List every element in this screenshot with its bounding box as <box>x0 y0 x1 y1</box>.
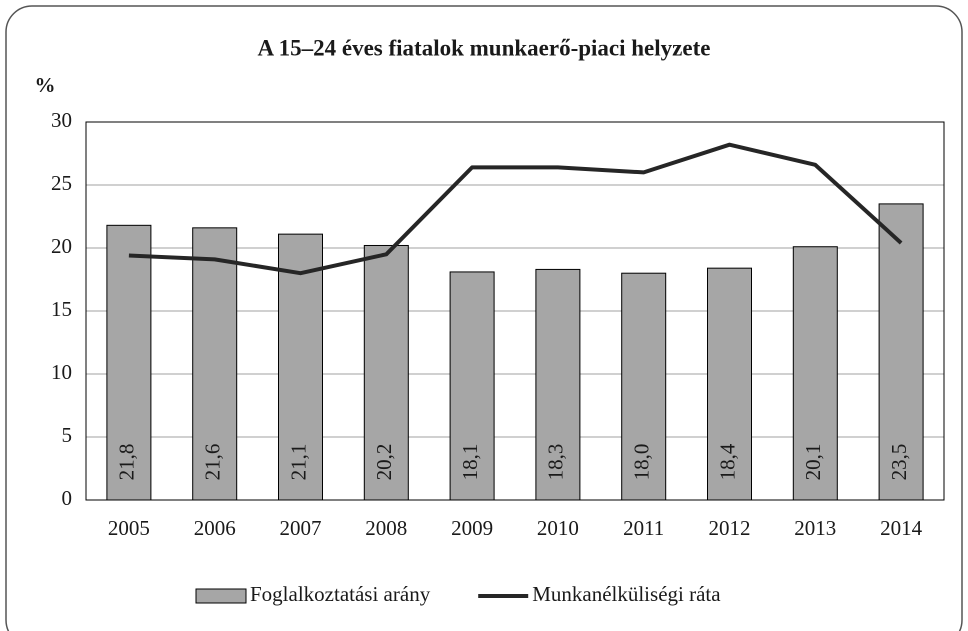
x-tick-label: 2009 <box>451 516 493 540</box>
legend-swatch <box>195 588 247 604</box>
x-tick-label: 2010 <box>537 516 579 540</box>
data-label: 18,0 <box>630 444 654 481</box>
bar <box>621 272 667 501</box>
x-tick-label: 2005 <box>108 516 150 540</box>
legend-label: Foglalkoztatási arány <box>250 582 431 606</box>
y-tick-label: 30 <box>51 108 72 132</box>
y-axis-label: % <box>35 73 56 97</box>
bar <box>535 268 581 501</box>
y-tick-label: 5 <box>62 423 73 447</box>
x-tick-label: 2011 <box>623 516 664 540</box>
y-tick-label: 10 <box>51 360 72 384</box>
x-tick-label: 2006 <box>194 516 236 540</box>
plot-border <box>85 121 945 501</box>
y-tick-label: 0 <box>62 486 73 510</box>
bar <box>449 271 495 501</box>
data-label: 20,2 <box>372 444 396 481</box>
data-label: 21,6 <box>201 444 225 481</box>
data-label: 18,4 <box>715 443 739 480</box>
chart-title: A 15–24 éves fiatalok munkaerő-piaci hel… <box>258 35 711 60</box>
data-label: 21,1 <box>286 444 310 481</box>
x-tick-label: 2007 <box>280 516 322 540</box>
data-label: 18,1 <box>458 444 482 481</box>
bar <box>363 244 409 501</box>
x-tick-label: 2014 <box>880 516 923 540</box>
legend-label: Munkanélküliségi ráta <box>532 582 721 606</box>
bar <box>192 227 238 501</box>
bar <box>792 246 838 501</box>
y-tick-label: 15 <box>51 297 72 321</box>
bar <box>878 203 924 501</box>
bar <box>278 233 323 501</box>
x-tick-label: 2013 <box>794 516 836 540</box>
data-label: 20,1 <box>801 444 825 481</box>
y-tick-label: 25 <box>51 171 72 195</box>
data-label: 18,3 <box>544 444 568 481</box>
data-label: 23,5 <box>887 444 911 481</box>
line <box>128 142 903 276</box>
data-label: 21,8 <box>115 444 139 481</box>
x-tick-label: 2008 <box>365 516 407 540</box>
y-tick-label: 20 <box>51 234 72 258</box>
x-tick-label: 2012 <box>709 516 751 540</box>
bar <box>707 267 752 501</box>
